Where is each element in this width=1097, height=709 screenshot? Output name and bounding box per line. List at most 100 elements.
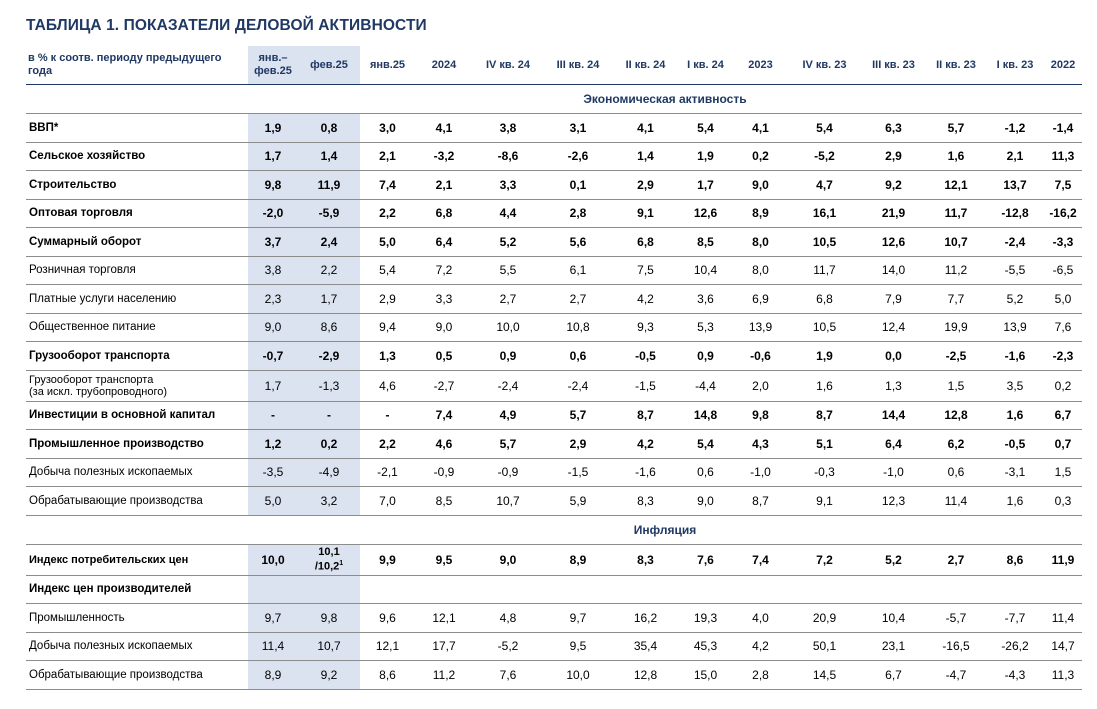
table-cell: 1,4 [613,142,678,171]
table-cell: -16,5 [926,632,986,661]
row-label: Обрабатывающие производства [26,486,248,516]
row-label: Суммарный оборот [26,227,248,257]
table-cell: 9,1 [788,486,861,516]
table-cell: 11,7 [926,199,986,228]
table-cell: 8,7 [733,486,788,516]
section-row-inflation: Инфляция [26,515,1082,545]
section-title: Инфляция [248,515,1082,545]
table-cell: 14,7 [1044,632,1082,661]
column-header: I кв. 24 [678,46,733,85]
table-cell: 4,2 [613,429,678,459]
table-cell: 0,0 [861,341,926,371]
table-cell: 9,1 [613,199,678,228]
column-header: III кв. 24 [543,46,613,85]
table-cell: 6,8 [415,199,473,228]
table-row: Строительство 9,8 11,9 7,4 2,1 3,3 0,1 2,9 1,7 9,… [26,170,1082,200]
table-cell: 0,5 [415,341,473,371]
row-label: Промышленное производство [26,429,248,459]
table-cell: -0,3 [788,458,861,487]
table-cell: 16,2 [613,603,678,633]
table-cell: 7,7 [926,284,986,314]
table-cell: 1,6 [986,486,1044,516]
table-cell: 10,7 [473,486,543,516]
table-cell: 1,7 [678,170,733,200]
table-cell: 6,8 [613,227,678,257]
table-cell: 9,0 [678,486,733,516]
table-cell: -2,0 [248,199,298,228]
table-cell: 11,4 [1044,603,1082,633]
table-row: ВВП* 1,9 0,8 3,0 4,1 3,8 3,1 4,1 5,4 4,1 5,4 6,3 5,7… [26,113,1082,143]
table-cell: 1,6 [986,401,1044,430]
table-row: Инвестиции в основной капитал - - -7,4 4,9 5,… [26,401,1082,430]
table-cell: 12,1 [926,170,986,200]
table-cell: 0,6 [543,341,613,371]
table-cell: 8,6 [986,544,1044,576]
column-header: янв.–фев.25 [248,46,298,85]
table-cell: -2,3 [1044,341,1082,371]
row-label: Промышленность [26,603,248,633]
row-label: Индекс потребительских цен [26,544,248,576]
row-label: Грузооборот транспорта (за искл. трубопро… [26,370,248,402]
table-cell: 10,4 [861,603,926,633]
table-cell: 50,1 [788,632,861,661]
table-cell: 1,9 [678,142,733,171]
table-cell: -0,7 [248,341,298,371]
table-cell: 2,1 [415,170,473,200]
table-cell: 12,8 [926,401,986,430]
table-row: Промышленность 9,7 9,8 9,6 12,1 4,8 9,7 16,2 19,… [26,603,1082,633]
table-cell: 8,6 [298,313,360,342]
table-cell: 9,8 [298,603,360,633]
table-cell: 0,7 [1044,429,1082,459]
row-label: Добыча полезных ископаемых [26,632,248,661]
table-cell: -2,5 [926,341,986,371]
table-row: Обрабатывающие производства 5,0 3,2 7,0 8,5 1… [26,486,1082,516]
table-cell: 2,4 [298,227,360,257]
table-cell: 11,9 [1044,544,1082,576]
table-row: Суммарный оборот 3,7 2,4 5,0 6,4 5,2 5,6 6,8 8,5… [26,227,1082,257]
table-cell: 1,6 [926,142,986,171]
table-cell: 3,2 [298,486,360,516]
table-cell: 23,1 [861,632,926,661]
table-cell: -5,5 [986,256,1044,285]
table-cell: 12,3 [861,486,926,516]
table-cell: 7,4 [733,544,788,576]
table-cell: 11,3 [1044,142,1082,171]
table-cell: 19,9 [926,313,986,342]
table-cell: 5,9 [543,486,613,516]
row-label: Платные услуги населению [26,284,248,314]
table-cell: -4,4 [678,370,733,402]
table-cell: 2,9 [543,429,613,459]
table-cell: -2,6 [543,142,613,171]
table-cell: 7,5 [613,256,678,285]
table-cell: -1,5 [543,458,613,487]
table-cell: 5,0 [248,486,298,516]
table-cell: 10,0 [473,313,543,342]
table-cell: 7,4 [360,170,415,200]
row-label: Сельское хозяйство [26,142,248,171]
table-cell: 4,2 [613,284,678,314]
table-cell: -16,2 [1044,199,1082,228]
table-cell: 14,0 [861,256,926,285]
table-cell: 2,9 [613,170,678,200]
footnote-marker: 1 [339,559,344,567]
table-cell: 9,0 [248,313,298,342]
row-label: Инвестиции в основной капитал [26,401,248,430]
table-cell: 3,7 [248,227,298,257]
table-cell: 1,3 [861,370,926,402]
table-cell: -7,7 [986,603,1044,633]
table-cell: 3,3 [473,170,543,200]
table-cell: 9,0 [473,544,543,576]
table-cell: 35,4 [613,632,678,661]
table-cell: 4,9 [473,401,543,430]
table-cell: -5,9 [298,199,360,228]
table-cell: 9,7 [248,603,298,633]
table-cell: 1,6 [788,370,861,402]
table-cell: 9,7 [543,603,613,633]
business-activity-table: в % к соотв. периоду предыдущего года ян… [26,46,1082,690]
row-label-line: Грузооборот транспорта [29,373,154,386]
table-cell: -5,2 [788,142,861,171]
table-cell: 4,1 [415,113,473,143]
table-row: Добыча полезных ископаемых -3,5 -4,9 -2,1 -0… [26,458,1082,487]
table-cell: 3,5 [986,370,1044,402]
